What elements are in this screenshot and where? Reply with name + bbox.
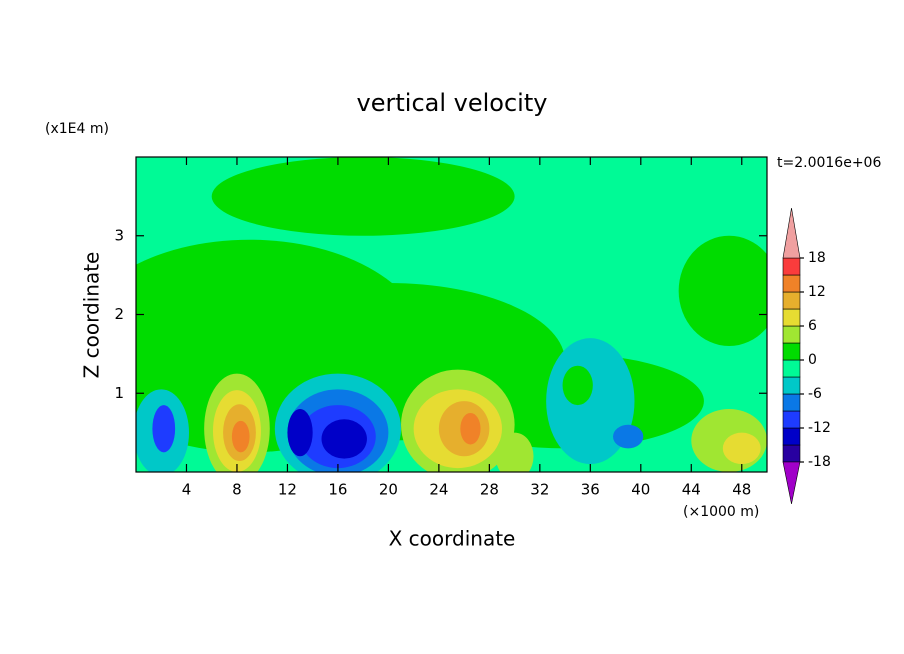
- colorbar-box: [782, 308, 801, 327]
- x-unit: (×1000 m): [683, 504, 759, 520]
- colorbar-label: 0: [808, 352, 817, 368]
- colorbar-min: [782, 461, 801, 505]
- contour-region: [211, 157, 515, 236]
- x-tick-label: 36: [581, 481, 600, 499]
- contour-region: [287, 409, 313, 457]
- x-tick-label: 20: [379, 481, 398, 499]
- colorbar-label: -12: [808, 420, 831, 436]
- colorbar-box: [782, 325, 801, 344]
- colorbar-box: [782, 342, 801, 361]
- colorbar-max: [782, 207, 801, 259]
- contour-region: [321, 419, 367, 459]
- colorbar-box: [782, 393, 801, 412]
- x-tick-label: 28: [480, 481, 499, 499]
- colorbar-label: -18: [808, 454, 831, 470]
- contour-region: [562, 365, 593, 406]
- x-tick-label: 16: [328, 481, 347, 499]
- x-tick-label: 44: [682, 481, 701, 499]
- colorbar-box: [782, 444, 801, 463]
- y-axis-label: Z coordinate: [80, 252, 104, 379]
- x-tick-label: 48: [732, 481, 751, 499]
- time-label: t=2.0016e+06: [777, 155, 881, 171]
- contour-region: [231, 420, 250, 453]
- colorbar-label: 18: [808, 250, 826, 266]
- x-tick-label: 32: [530, 481, 549, 499]
- colorbar-label: -6: [808, 386, 822, 402]
- colorbar-box: [782, 427, 801, 446]
- x-axis-label: X coordinate: [389, 527, 516, 551]
- chart-title: vertical velocity: [357, 89, 548, 117]
- contour-region: [613, 424, 644, 449]
- colorbar-box: [782, 410, 801, 429]
- x-tick-label: 40: [631, 481, 650, 499]
- field: [136, 157, 767, 472]
- contour-region: [678, 235, 767, 346]
- colorbar-box: [782, 376, 801, 395]
- contour-region: [495, 432, 534, 472]
- contour-region: [722, 432, 761, 465]
- x-tick-label: 24: [429, 481, 448, 499]
- contour-region: [460, 412, 481, 445]
- contour-region: [152, 405, 176, 453]
- x-tick-label: 4: [182, 481, 192, 499]
- colorbar-label: 6: [808, 318, 817, 334]
- x-tick-label: 8: [232, 481, 242, 499]
- y-tick-label: 3: [114, 226, 124, 244]
- y-tick-label: 1: [114, 384, 124, 402]
- colorbar-box: [782, 257, 801, 276]
- colorbar-box: [782, 274, 801, 293]
- contour-region: [546, 338, 635, 465]
- y-unit: (x1E4 m): [45, 121, 109, 137]
- colorbar-box: [782, 291, 801, 310]
- colorbar-label: 12: [808, 284, 826, 300]
- y-tick-label: 2: [114, 305, 124, 323]
- x-tick-label: 12: [278, 481, 297, 499]
- colorbar-box: [782, 359, 801, 378]
